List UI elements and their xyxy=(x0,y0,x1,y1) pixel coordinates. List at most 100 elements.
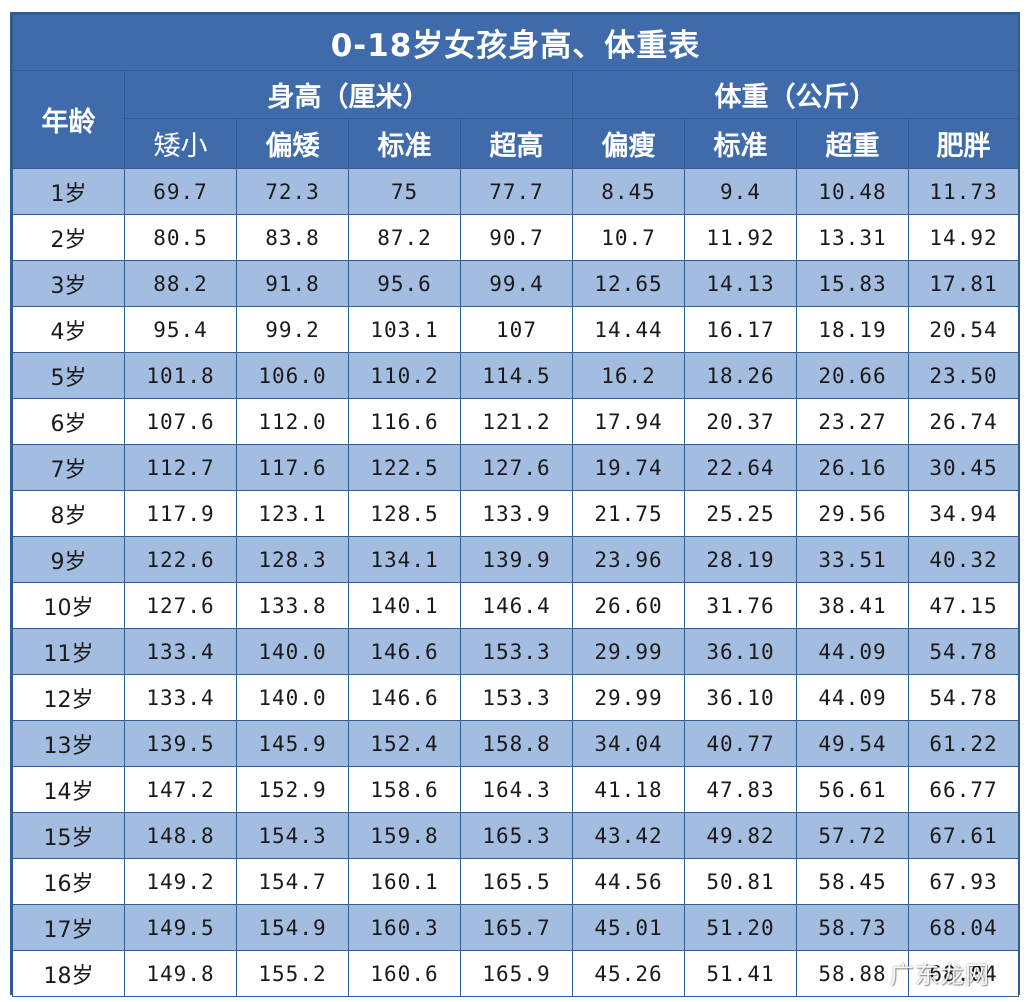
value-cell: 43.42 xyxy=(572,812,685,859)
value-cell: 67.61 xyxy=(907,812,1020,859)
value-cell: 164.3 xyxy=(460,766,573,813)
value-cell: 21.75 xyxy=(572,490,685,537)
age-cell: 6岁 xyxy=(12,398,125,445)
age-cell: 2岁 xyxy=(12,214,125,261)
value-cell: 56.61 xyxy=(796,766,909,813)
value-cell: 10.7 xyxy=(572,214,685,261)
value-cell: 91.8 xyxy=(236,260,349,307)
value-cell: 19.74 xyxy=(572,444,685,491)
table-row: 12岁 133.4 140.0 146.6 153.3 29.99 36.10 44.09 54… xyxy=(12,674,1020,721)
value-cell: 45.26 xyxy=(572,950,685,997)
value-cell: 147.2 xyxy=(124,766,237,813)
age-cell: 11岁 xyxy=(12,628,125,675)
age-cell: 13岁 xyxy=(12,720,125,767)
value-cell: 17.94 xyxy=(572,398,685,445)
value-cell: 16.17 xyxy=(684,306,797,353)
value-cell: 146.4 xyxy=(460,582,573,629)
value-cell: 29.56 xyxy=(796,490,909,537)
value-cell: 49.54 xyxy=(796,720,909,767)
value-cell: 36.10 xyxy=(684,628,797,675)
value-cell: 58.73 xyxy=(796,904,909,951)
value-cell: 23.27 xyxy=(796,398,909,445)
value-cell: 44.09 xyxy=(796,674,909,721)
age-cell: 16岁 xyxy=(12,858,125,905)
value-cell: 29.99 xyxy=(572,674,685,721)
value-cell: 149.2 xyxy=(124,858,237,905)
col-header-height-tall: 超高 xyxy=(460,118,573,169)
value-cell: 15.83 xyxy=(796,260,909,307)
value-cell: 117.9 xyxy=(124,490,237,537)
table-row: 9岁 122.6 128.3 134.1 139.9 23.96 28.19 33.51 40.… xyxy=(12,536,1020,583)
col-header-weight-standard: 标准 xyxy=(684,118,797,169)
value-cell: 22.64 xyxy=(684,444,797,491)
value-cell: 95.6 xyxy=(348,260,461,307)
value-cell: 152.4 xyxy=(348,720,461,767)
value-cell: 139.9 xyxy=(460,536,573,583)
value-cell: 122.6 xyxy=(124,536,237,583)
value-cell: 153.3 xyxy=(460,674,573,721)
table-body: 1岁 69.7 72.3 75 77.7 8.45 9.4 10.48 11.73 2岁 80.5 8… xyxy=(12,168,1020,997)
col-header-height-short: 矮小 xyxy=(124,118,237,169)
value-cell: 12.65 xyxy=(572,260,685,307)
value-cell: 110.2 xyxy=(348,352,461,399)
value-cell: 18.19 xyxy=(796,306,909,353)
age-cell: 4岁 xyxy=(12,306,125,353)
value-cell: 99.2 xyxy=(236,306,349,353)
value-cell: 57.72 xyxy=(796,812,909,859)
value-cell: 11.92 xyxy=(684,214,797,261)
value-cell: 160.6 xyxy=(348,950,461,997)
value-cell: 80.5 xyxy=(124,214,237,261)
value-cell: 8.45 xyxy=(572,168,685,215)
value-cell: 112.0 xyxy=(236,398,349,445)
value-cell: 68.04 xyxy=(907,904,1020,951)
value-cell: 51.41 xyxy=(684,950,797,997)
value-cell: 117.6 xyxy=(236,444,349,491)
table-row: 6岁 107.6 112.0 116.6 121.2 17.94 20.37 23.27 26.… xyxy=(12,398,1020,445)
value-cell: 29.99 xyxy=(572,628,685,675)
value-cell: 14.92 xyxy=(907,214,1020,261)
value-cell: 123.1 xyxy=(236,490,349,537)
value-cell: 107 xyxy=(460,306,573,353)
age-header: 年龄 xyxy=(12,70,125,169)
value-cell: 114.5 xyxy=(460,352,573,399)
value-cell: 16.2 xyxy=(572,352,685,399)
value-cell: 146.6 xyxy=(348,674,461,721)
table-row: 8岁 117.9 123.1 128.5 133.9 21.75 25.25 29.56 34.… xyxy=(12,490,1020,537)
age-cell: 12岁 xyxy=(12,674,125,721)
value-cell: 47.15 xyxy=(907,582,1020,629)
col-header-weight-over: 超重 xyxy=(796,118,909,169)
value-cell: 146.6 xyxy=(348,628,461,675)
weight-group-header: 体重（公斤） xyxy=(571,70,1020,119)
value-cell: 158.6 xyxy=(348,766,461,813)
age-cell: 10岁 xyxy=(12,582,125,629)
value-cell: 66.77 xyxy=(907,766,1020,813)
value-cell: 33.51 xyxy=(796,536,909,583)
value-cell: 14.13 xyxy=(684,260,797,307)
table-row: 18岁 149.8 155.2 160.6 165.9 45.26 51.41 58.88 68… xyxy=(12,950,1020,997)
value-cell: 14.44 xyxy=(572,306,685,353)
value-cell: 20.54 xyxy=(907,306,1020,353)
value-cell: 99.4 xyxy=(460,260,573,307)
value-cell: 77.7 xyxy=(460,168,573,215)
value-cell: 87.2 xyxy=(348,214,461,261)
value-cell: 153.3 xyxy=(460,628,573,675)
value-cell: 90.7 xyxy=(460,214,573,261)
value-cell: 133.4 xyxy=(124,628,237,675)
value-cell: 83.8 xyxy=(236,214,349,261)
value-cell: 47.83 xyxy=(684,766,797,813)
value-cell: 140.0 xyxy=(236,674,349,721)
value-cell: 152.9 xyxy=(236,766,349,813)
table-row: 5岁 101.8 106.0 110.2 114.5 16.2 18.26 20.66 23.5… xyxy=(12,352,1020,399)
table-frame: 0-18岁女孩身高、体重表 年龄 身高（厘米） 体重（公斤） 矮小 偏矮 标准 … xyxy=(10,12,1020,997)
value-cell: 31.76 xyxy=(684,582,797,629)
table-row: 17岁 149.5 154.9 160.3 165.7 45.01 51.20 58.73 68… xyxy=(12,904,1020,951)
value-cell: 101.8 xyxy=(124,352,237,399)
value-cell: 121.2 xyxy=(460,398,573,445)
value-cell: 75 xyxy=(348,168,461,215)
table-row: 11岁 133.4 140.0 146.6 153.3 29.99 36.10 44.09 54… xyxy=(12,628,1020,675)
value-cell: 36.10 xyxy=(684,674,797,721)
value-cell: 17.81 xyxy=(907,260,1020,307)
age-cell: 14岁 xyxy=(12,766,125,813)
col-header-height-standard: 标准 xyxy=(348,118,461,169)
col-header-height-below: 偏矮 xyxy=(236,118,349,169)
